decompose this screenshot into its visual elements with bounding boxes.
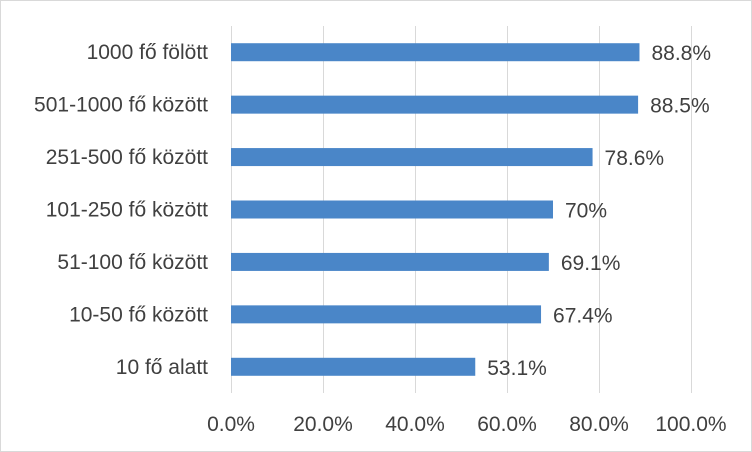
- bar-4: [231, 252, 549, 271]
- category-label-0: 1000 fő fölött: [87, 41, 209, 64]
- x-tick-label-5: 100.0%: [655, 413, 726, 436]
- bar-0: [231, 43, 640, 62]
- x-tick-label-4: 80.0%: [569, 413, 629, 436]
- bar-1: [231, 95, 639, 114]
- data-label-6: 53.1%: [487, 357, 547, 380]
- data-label-0: 88.8%: [651, 42, 711, 65]
- x-tick-label-2: 40.0%: [385, 413, 445, 436]
- category-label-1: 501-1000 fő között: [34, 94, 208, 117]
- category-label-2: 251-500 fő között: [46, 146, 208, 169]
- bar-3: [231, 200, 553, 219]
- x-tick-label-1: 20.0%: [293, 413, 353, 436]
- bar-2: [231, 148, 593, 167]
- category-label-3: 101-250 fő között: [46, 199, 208, 222]
- data-label-4: 69.1%: [561, 252, 621, 275]
- bar-5: [231, 305, 542, 324]
- data-label-5: 67.4%: [553, 304, 613, 327]
- data-label-3: 70%: [565, 200, 607, 223]
- data-label-1: 88.5%: [650, 95, 710, 118]
- x-tick-label-3: 60.0%: [477, 413, 537, 436]
- x-tick-label-0: 0.0%: [207, 413, 255, 436]
- category-label-5: 10-50 fő között: [69, 303, 208, 326]
- category-label-4: 51-100 fő között: [57, 251, 208, 274]
- category-label-6: 10 fő alatt: [116, 356, 208, 379]
- bar-6: [231, 357, 476, 376]
- data-label-2: 78.6%: [605, 147, 665, 170]
